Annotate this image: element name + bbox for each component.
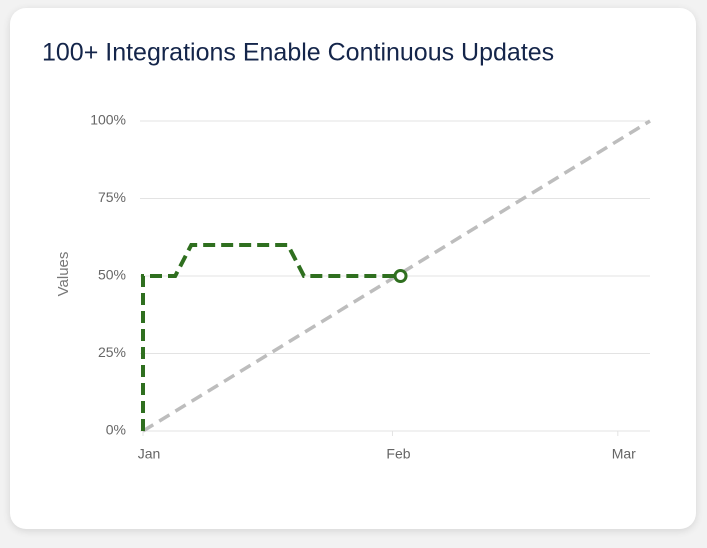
- line: [141, 243, 401, 431]
- card: [10, 8, 696, 529]
- y-tick-label: 100%: [90, 112, 126, 128]
- x-tick-label: Jan: [138, 446, 161, 462]
- line: [142, 119, 651, 433]
- y-tick-label: 25%: [98, 344, 126, 360]
- y-tick-label: 75%: [98, 189, 126, 205]
- y-tick-label: 0%: [106, 422, 126, 438]
- y-tick-label: 50%: [98, 267, 126, 283]
- x-tick-label: Mar: [612, 446, 636, 462]
- x-tick-label: Feb: [386, 446, 410, 462]
- end-marker: [393, 269, 408, 283]
- y-axis-label: Values: [55, 252, 72, 297]
- chart-title: 100+ Integrations Enable Continuous Upda…: [42, 39, 554, 67]
